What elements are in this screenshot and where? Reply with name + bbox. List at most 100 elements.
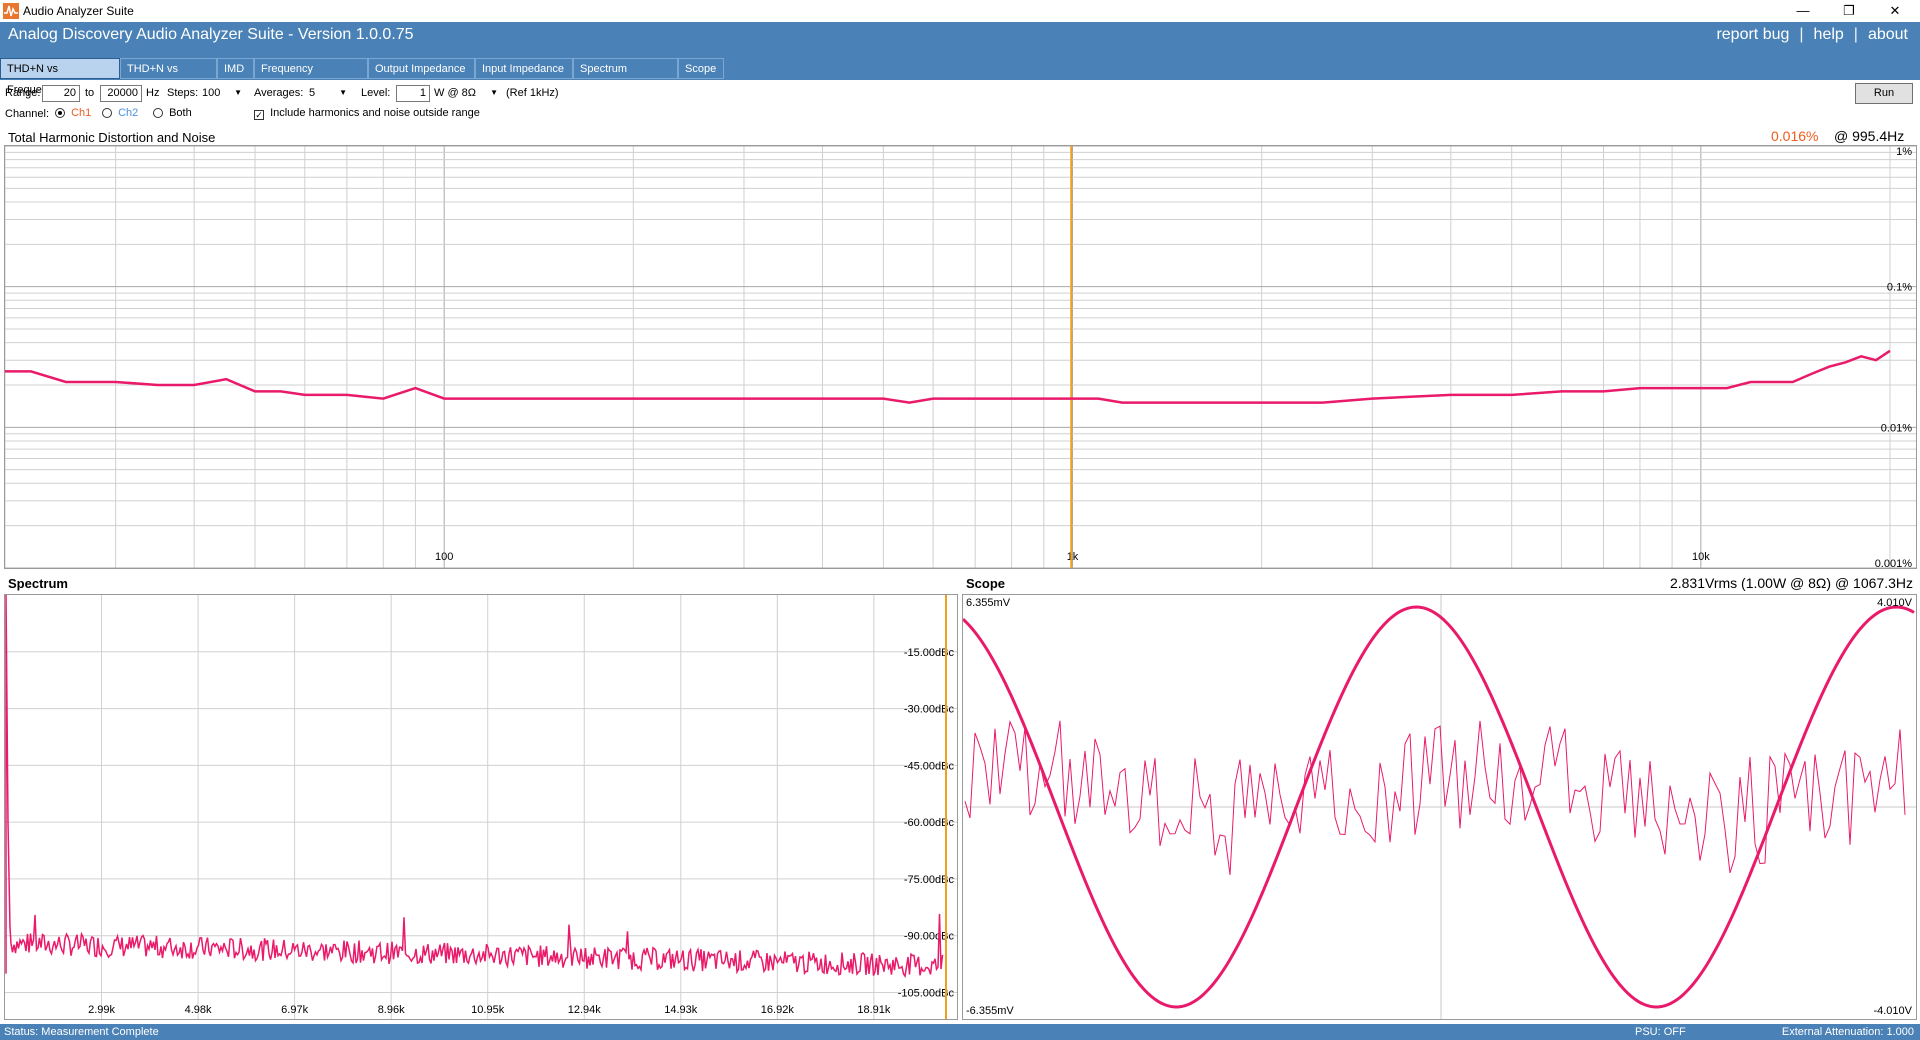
link-separator: |: [1853, 26, 1858, 43]
steps-label: Steps:: [167, 87, 199, 99]
tab-output-impedance[interactable]: Output Impedance: [368, 58, 475, 79]
window-title: Audio Analyzer Suite: [23, 4, 134, 18]
thd-panel-title: Total Harmonic Distortion and Noise: [8, 130, 216, 145]
scope-signal-line: [961, 605, 1915, 1009]
thd-chart[interactable]: 100 1k 10k 1% 0.1% 0.01% 0.001%: [4, 145, 1916, 570]
tab-thd-vs-power[interactable]: THD+N vs Power: [120, 58, 217, 96]
y-tick-label: -30.00dBc: [904, 704, 955, 716]
level-input[interactable]: 1: [396, 85, 430, 102]
x-tick-label: 4.98k: [185, 1004, 212, 1016]
app-header: Analog Discovery Audio Analyzer Suite - …: [0, 22, 1920, 50]
include-harmonics-label: Include harmonics and noise outside rang…: [270, 107, 480, 119]
scope-left-bottom-label: -6.355mV: [966, 1005, 1014, 1017]
scope-right-top-label: 4.010V: [1877, 597, 1912, 609]
chevron-down-icon: ▼: [490, 88, 498, 97]
run-button[interactable]: Run: [1855, 83, 1913, 104]
x-tick-label: 6.97k: [281, 1004, 308, 1016]
tab-frequency-response[interactable]: Frequency Response: [254, 58, 368, 96]
spectrum-chart[interactable]: 2.99k 4.98k 6.97k 8.96k 10.95k 12.94k 14.93k 16…: [5, 594, 957, 1019]
thd-series-line: [5, 349, 1891, 404]
channel-label: Channel:: [5, 108, 50, 120]
y-tick-label: 0.01%: [1881, 422, 1912, 434]
thd-chart-panel: 100 1k 10k 1% 0.1% 0.01% 0.001%: [4, 145, 1917, 570]
chevron-down-icon: ▼: [234, 88, 242, 97]
level-label: Level:: [361, 87, 391, 99]
ch2-label: Ch2: [118, 107, 139, 119]
thd-readout-frequency: @ 995.4Hz: [1834, 128, 1905, 144]
link-separator: |: [1799, 26, 1804, 43]
y-tick-label: 0.001%: [1875, 558, 1913, 568]
y-tick-label: -15.00dBc: [904, 647, 955, 659]
level-unit-value: W @ 8Ω: [434, 87, 477, 99]
scope-chart-panel: 6.355mV -6.355mV 4.010V -4.010V: [961, 594, 1917, 1020]
chevron-down-icon: ▼: [339, 88, 347, 97]
steps-select[interactable]: 100 ▼: [202, 84, 244, 102]
close-button[interactable]: ✕: [1889, 3, 1901, 18]
range-to-input[interactable]: 20000: [100, 85, 142, 102]
tab-scope[interactable]: Scope: [678, 58, 724, 79]
include-harmonics-checkbox[interactable]: ✓ Include harmonics and noise outside ra…: [254, 107, 480, 120]
status-bar: Status: Measurement Complete PSU: OFF Ex…: [0, 1024, 1920, 1040]
y-tick-label: 1%: [1896, 146, 1912, 158]
averages-select[interactable]: 5 ▼: [309, 84, 349, 102]
radio-unchecked-icon: [102, 108, 112, 118]
tab-thd-vs-frequency[interactable]: THD+N vs Frequency: [0, 58, 120, 96]
scope-chart[interactable]: [961, 595, 1916, 1019]
report-bug-link[interactable]: report bug: [1716, 26, 1790, 43]
window-titlebar: Audio Analyzer Suite — ❐ ✕: [0, 0, 1920, 22]
hz-label: Hz: [146, 87, 160, 99]
app-waveform-icon: [3, 3, 19, 19]
y-tick-label: -75.00dBc: [904, 874, 955, 886]
thd-readout-value: 0.016%: [1771, 128, 1819, 144]
radio-unchecked-icon: [153, 108, 163, 118]
steps-value: 100: [202, 87, 221, 99]
x-tick-label: 10.95k: [471, 1004, 505, 1016]
x-tick-label: 100: [435, 551, 453, 563]
attenuation-status: External Attenuation: 1.000: [1781, 1026, 1914, 1038]
psu-status: PSU: OFF: [1635, 1026, 1686, 1038]
range-label: Range:: [5, 87, 41, 99]
maximize-button[interactable]: ❐: [1843, 3, 1855, 18]
app-title: Analog Discovery Audio Analyzer Suite - …: [8, 26, 414, 43]
status-text: Status: Measurement Complete: [4, 1026, 159, 1038]
minimize-button[interactable]: —: [1796, 3, 1810, 18]
scope-residual-line: [964, 720, 1906, 875]
tab-input-impedance[interactable]: Input Impedance: [475, 58, 573, 79]
x-tick-label: 14.93k: [664, 1004, 698, 1016]
ch2-radio[interactable]: Ch2: [102, 107, 138, 119]
scope-header: Scope 2.831Vrms (1.00W @ 8Ω) @ 1067.3Hz: [962, 572, 1917, 595]
tab-imd[interactable]: IMD: [217, 58, 254, 79]
ref-label: (Ref 1kHz): [506, 87, 559, 99]
ch1-label: Ch1: [71, 107, 92, 119]
spectrum-chart-panel: 2.99k 4.98k 6.97k 8.96k 10.95k 12.94k 14.93k 16…: [4, 594, 958, 1020]
y-tick-label: 0.1%: [1887, 282, 1912, 294]
scope-readout: 2.831Vrms (1.00W @ 8Ω) @ 1067.3Hz: [1669, 575, 1913, 591]
help-link[interactable]: help: [1813, 26, 1844, 43]
x-tick-label: 18.91k: [857, 1004, 891, 1016]
spectrum-series-line: [5, 594, 944, 979]
averages-value: 5: [309, 87, 316, 99]
scope-panel-title: Scope: [966, 576, 1006, 591]
both-radio[interactable]: Both: [153, 107, 192, 119]
x-tick-label: 10k: [1692, 551, 1710, 563]
spectrum-header: Spectrum: [4, 572, 958, 595]
spectrum-panel-title: Spectrum: [8, 576, 68, 591]
y-tick-label: -90.00dBc: [904, 931, 955, 943]
tab-spectrum-analyzer[interactable]: Spectrum Analyzer: [573, 58, 678, 96]
radio-checked-icon: [55, 108, 65, 118]
ch1-radio[interactable]: Ch1: [55, 107, 91, 119]
to-label: to: [85, 87, 95, 99]
scope-left-top-label: 6.355mV: [966, 597, 1011, 609]
y-tick-label: -105.00dBc: [898, 988, 955, 1000]
header-links: report bug | help | about: [1716, 26, 1908, 44]
y-tick-label: -60.00dBc: [904, 817, 955, 829]
y-tick-label: -45.00dBc: [904, 760, 955, 772]
x-tick-label: 12.94k: [568, 1004, 602, 1016]
range-from-input[interactable]: 20: [42, 85, 80, 102]
x-tick-label: 16.92k: [761, 1004, 795, 1016]
level-unit-select[interactable]: W @ 8Ω ▼: [434, 84, 500, 102]
averages-label: Averages:: [254, 87, 304, 99]
about-link[interactable]: about: [1867, 26, 1908, 43]
x-tick-label: 2.99k: [88, 1004, 115, 1016]
scope-right-bottom-label: -4.010V: [1873, 1005, 1912, 1017]
